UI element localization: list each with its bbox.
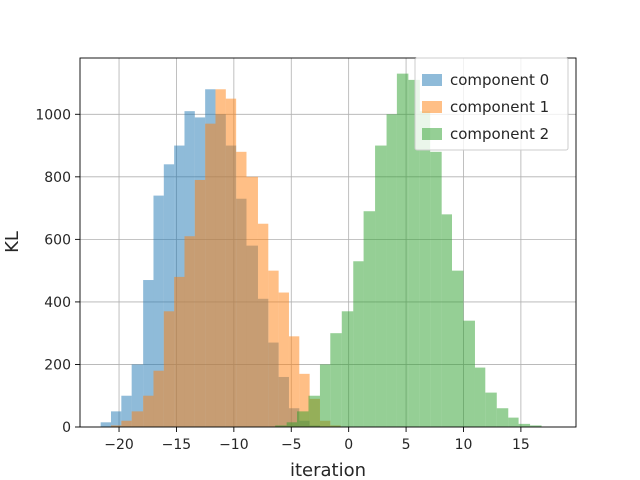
histogram-bars: [100, 73, 542, 428]
bar-series-2: [341, 311, 354, 427]
x-axis-ticks: −20 −15 −10 −5 0 5 10 15: [104, 427, 530, 453]
bar-series-1: [131, 411, 144, 427]
bar-series-2: [463, 320, 475, 427]
legend: component 0 component 1 component 2: [414, 57, 569, 151]
bar-series-2: [419, 111, 431, 428]
x-axis-label: iteration: [290, 460, 366, 480]
bar-series-1: [184, 236, 195, 427]
x-tick-label: −10: [219, 437, 249, 453]
y-tick-label: 0: [62, 420, 71, 436]
bar-series-2: [485, 392, 497, 427]
bar-series-1: [174, 276, 185, 427]
x-tick-label: −15: [162, 437, 192, 453]
bar-series-2: [297, 411, 309, 427]
y-axis-ticks: 0 200 400 600 800 1000: [35, 107, 80, 436]
bar-series-1: [236, 151, 247, 428]
bar-series-1: [205, 123, 216, 427]
x-tick-label: 15: [512, 437, 530, 453]
bar-series-2: [508, 417, 519, 427]
y-axis-label: KL: [2, 231, 23, 253]
bar-series-2: [430, 151, 442, 428]
legend-label: component 0: [450, 71, 549, 89]
bar-series-2: [496, 408, 509, 427]
bar-series-2: [330, 333, 342, 427]
legend-swatch: [422, 74, 442, 86]
bar-series-0: [163, 164, 175, 428]
bar-series-1: [121, 420, 132, 427]
y-tick-label: 200: [44, 357, 71, 373]
bar-series-2: [396, 73, 409, 427]
y-tick-label: 800: [44, 170, 71, 186]
bar-series-1: [257, 223, 269, 427]
bar-series-2: [319, 364, 331, 427]
bar-series-1: [268, 270, 279, 427]
bar-series-2: [286, 422, 297, 427]
plot-frame: [79, 57, 577, 428]
y-tick-label: 600: [44, 232, 71, 248]
bar-series-1: [225, 98, 237, 428]
bar-series-1: [288, 336, 300, 427]
bar-series-2: [386, 114, 397, 427]
bar-series-2: [474, 367, 486, 427]
x-tick-label: −5: [281, 437, 302, 453]
legend-label: component 2: [450, 125, 549, 143]
bar-series-1: [111, 425, 122, 427]
legend-swatch: [422, 128, 442, 140]
legend-swatch: [422, 101, 442, 113]
bar-series-2: [408, 79, 420, 427]
x-tick-label: −20: [104, 437, 134, 453]
bar-series-2: [441, 214, 452, 427]
bar-series-0: [111, 411, 122, 427]
bar-series-0: [121, 395, 132, 427]
bar-series-2: [452, 270, 464, 427]
x-tick-label: 5: [402, 437, 411, 453]
bar-series-1: [163, 311, 175, 427]
bar-series-1: [215, 89, 226, 428]
x-tick-label: 0: [344, 437, 353, 453]
bar-series-1: [299, 373, 310, 427]
bar-series-2: [353, 261, 364, 427]
bar-series-0: [100, 422, 111, 427]
bar-series-2: [530, 425, 542, 427]
bar-series-1: [194, 179, 206, 427]
bar-series-1: [278, 292, 289, 427]
legend-frame: [414, 57, 569, 151]
bar-series-2: [375, 145, 387, 427]
y-tick-label: 400: [44, 295, 71, 311]
bar-series-2: [518, 423, 531, 427]
bar-series-1: [153, 370, 164, 427]
bar-series-1: [246, 176, 258, 427]
bar-series-0: [131, 364, 144, 427]
bar-series-1: [143, 395, 154, 427]
bar-series-2: [275, 425, 287, 427]
bar-series-2: [308, 395, 320, 427]
y-tick-label: 1000: [35, 107, 71, 123]
bar-series-0: [143, 280, 154, 427]
x-tick-label: 10: [455, 437, 473, 453]
legend-label: component 1: [450, 98, 549, 116]
bar-series-0: [153, 195, 164, 427]
bar-series-2: [363, 211, 376, 427]
